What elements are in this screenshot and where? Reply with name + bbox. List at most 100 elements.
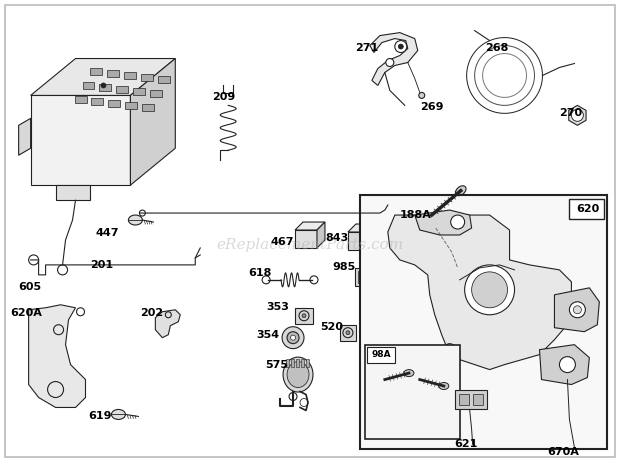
Bar <box>291 359 294 366</box>
Ellipse shape <box>439 383 449 389</box>
Circle shape <box>472 272 508 308</box>
Polygon shape <box>91 68 102 75</box>
Text: 621: 621 <box>454 439 478 450</box>
Circle shape <box>282 327 304 349</box>
Bar <box>365 345 459 439</box>
Polygon shape <box>107 71 120 78</box>
Polygon shape <box>295 230 317 248</box>
Text: 353: 353 <box>266 302 289 312</box>
Circle shape <box>287 332 299 344</box>
Text: 620A: 620A <box>11 308 43 318</box>
Bar <box>286 359 289 366</box>
Text: 354: 354 <box>256 330 279 340</box>
Ellipse shape <box>128 215 143 225</box>
Polygon shape <box>370 224 378 250</box>
Circle shape <box>572 109 583 122</box>
Polygon shape <box>317 222 325 248</box>
Polygon shape <box>92 98 104 105</box>
Polygon shape <box>388 215 572 370</box>
Bar <box>360 195 608 450</box>
Bar <box>454 389 487 409</box>
Bar <box>355 268 377 286</box>
Text: 843: 843 <box>325 233 348 243</box>
Text: 188A: 188A <box>400 210 432 220</box>
Polygon shape <box>74 97 87 103</box>
Text: 209: 209 <box>212 92 236 103</box>
Bar <box>295 308 313 324</box>
Polygon shape <box>29 305 86 407</box>
Circle shape <box>395 41 407 53</box>
Circle shape <box>398 44 403 49</box>
Ellipse shape <box>456 186 466 195</box>
Circle shape <box>101 83 106 88</box>
Polygon shape <box>554 288 600 332</box>
Polygon shape <box>415 210 472 235</box>
Polygon shape <box>99 85 112 91</box>
Polygon shape <box>133 88 145 96</box>
Polygon shape <box>539 345 590 384</box>
Text: eReplacementParts.com: eReplacementParts.com <box>216 238 404 252</box>
Polygon shape <box>82 82 94 90</box>
Text: 98A: 98A <box>371 350 391 359</box>
Text: 520: 520 <box>320 322 343 332</box>
Circle shape <box>418 92 425 98</box>
Text: 575: 575 <box>265 359 288 370</box>
Circle shape <box>444 344 456 356</box>
Text: 605: 605 <box>19 282 42 292</box>
Ellipse shape <box>287 362 309 388</box>
Text: 269: 269 <box>420 103 443 112</box>
Polygon shape <box>569 105 586 125</box>
Text: 201: 201 <box>91 260 113 270</box>
Polygon shape <box>348 232 370 250</box>
Polygon shape <box>156 310 180 338</box>
Bar <box>340 325 356 340</box>
Polygon shape <box>30 96 130 185</box>
Text: 270: 270 <box>559 109 583 118</box>
Circle shape <box>386 59 394 67</box>
Polygon shape <box>370 33 418 85</box>
Text: 447: 447 <box>95 228 119 238</box>
Text: 202: 202 <box>140 308 164 318</box>
Text: 467: 467 <box>270 237 294 247</box>
Polygon shape <box>56 185 91 200</box>
Polygon shape <box>143 104 154 111</box>
Text: 619: 619 <box>89 412 112 421</box>
Circle shape <box>464 265 515 315</box>
Bar <box>472 394 482 406</box>
Circle shape <box>346 331 350 334</box>
Polygon shape <box>19 118 30 155</box>
Polygon shape <box>117 86 128 93</box>
Circle shape <box>291 335 296 340</box>
Polygon shape <box>108 100 120 107</box>
Circle shape <box>569 302 585 318</box>
Ellipse shape <box>112 409 125 419</box>
Text: 268: 268 <box>485 43 509 53</box>
Polygon shape <box>151 91 162 97</box>
Polygon shape <box>125 103 138 109</box>
Polygon shape <box>141 74 153 81</box>
Circle shape <box>451 215 464 229</box>
Polygon shape <box>130 59 175 185</box>
Circle shape <box>559 357 575 372</box>
Bar <box>301 359 304 366</box>
Text: 271: 271 <box>355 43 378 53</box>
Bar <box>569 199 604 219</box>
Text: 620: 620 <box>576 204 599 214</box>
Circle shape <box>289 393 297 401</box>
Polygon shape <box>158 77 170 84</box>
Text: 618: 618 <box>248 268 272 278</box>
Bar <box>296 359 299 366</box>
Ellipse shape <box>283 357 313 392</box>
Circle shape <box>574 306 582 314</box>
Ellipse shape <box>404 370 414 377</box>
Bar <box>367 271 374 283</box>
Bar <box>306 359 309 366</box>
Bar <box>358 271 365 283</box>
Polygon shape <box>348 224 378 232</box>
Polygon shape <box>295 222 325 230</box>
Text: 670A: 670A <box>547 447 579 457</box>
Text: 985: 985 <box>332 262 355 272</box>
Polygon shape <box>30 59 175 96</box>
Circle shape <box>302 314 306 318</box>
Bar <box>367 346 395 363</box>
